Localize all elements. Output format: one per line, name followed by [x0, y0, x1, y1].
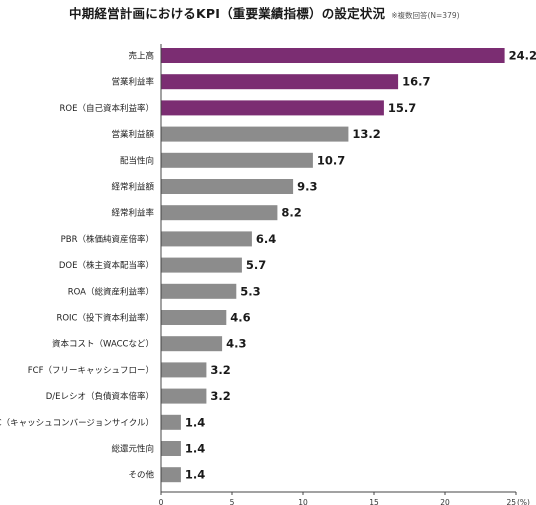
bar-1	[161, 48, 505, 63]
bar-8	[161, 231, 252, 247]
bar-12	[161, 336, 223, 352]
value-label: 10.7	[317, 153, 345, 167]
value-label: 3.2	[210, 389, 230, 403]
category-label: 営業利益額	[111, 129, 154, 140]
category-label: 経常利益額	[111, 182, 154, 193]
x-tick-label: 0	[159, 498, 164, 505]
bar-14	[161, 388, 207, 404]
x-tick-label: 20	[440, 498, 450, 505]
value-label: 1.4	[185, 415, 205, 429]
value-label: 16.7	[402, 75, 430, 89]
bar-7	[161, 205, 278, 221]
category-label: DOE（株主資本配当率）	[59, 260, 154, 271]
value-label: 15.7	[388, 101, 416, 115]
category-label: 総還元性向	[111, 444, 154, 455]
x-tick-label: 15	[369, 498, 379, 505]
bar-13	[161, 362, 207, 378]
value-label: 5.3	[240, 284, 260, 298]
category-label: ROA（総資産利益率）	[68, 286, 154, 297]
category-label: ROE（自己資本利益率）	[60, 103, 154, 114]
category-label: 売上高	[128, 51, 154, 62]
bar-10	[161, 283, 237, 299]
x-tick-label: 10	[298, 498, 308, 505]
value-label: 5.7	[246, 258, 266, 272]
category-label: 経常利益率	[111, 208, 154, 219]
value-label: 24.2	[509, 49, 536, 63]
value-label: 13.2	[352, 127, 380, 141]
category-label: FCF（フリーキャッシュフロー）	[28, 365, 154, 376]
bar-3	[161, 100, 384, 116]
bar-9	[161, 257, 242, 273]
category-label: その他	[128, 470, 154, 481]
bar-15	[161, 414, 181, 430]
value-label: 4.6	[230, 311, 250, 325]
bar-5	[161, 152, 313, 168]
value-label: 6.4	[256, 232, 276, 246]
bar-4	[161, 126, 349, 142]
value-label: 1.4	[185, 442, 205, 456]
bar-11	[161, 310, 227, 325]
category-label: PBR（株価純資産倍率）	[61, 234, 154, 245]
category-label: 営業利益率	[111, 77, 154, 88]
value-label: 1.4	[185, 468, 205, 482]
bar-16	[161, 441, 181, 456]
chart-title: 中期経営計画におけるKPI（重要業績指標）の設定状況	[69, 6, 386, 21]
value-label: 3.2	[210, 363, 230, 377]
value-label: 9.3	[297, 180, 317, 194]
category-label: 資本コスト（WACCなど）	[52, 339, 154, 350]
chart-title-row: 中期経営計画におけるKPI（重要業績指標）の設定状況 ※複数回答(N=379)	[69, 3, 460, 22]
bar-2	[161, 74, 399, 90]
x-tick-label: 5	[230, 498, 235, 505]
value-label: 4.3	[226, 337, 246, 351]
bar-17	[161, 467, 181, 483]
x-tick-label: 25	[506, 498, 516, 505]
category-label: ROIC（投下資本利益率）	[56, 313, 154, 324]
value-label: 8.2	[281, 206, 301, 220]
category-label: 配当性向	[120, 155, 154, 166]
bar-6	[161, 179, 294, 194]
x-unit-label: (%)	[517, 498, 530, 505]
sample-note: ※複数回答(N=379)	[391, 11, 460, 20]
category-label: CCC（キャッシュコンバージョンサイクル）	[0, 417, 154, 428]
category-label: D/Eレシオ（負債資本倍率）	[46, 391, 154, 402]
